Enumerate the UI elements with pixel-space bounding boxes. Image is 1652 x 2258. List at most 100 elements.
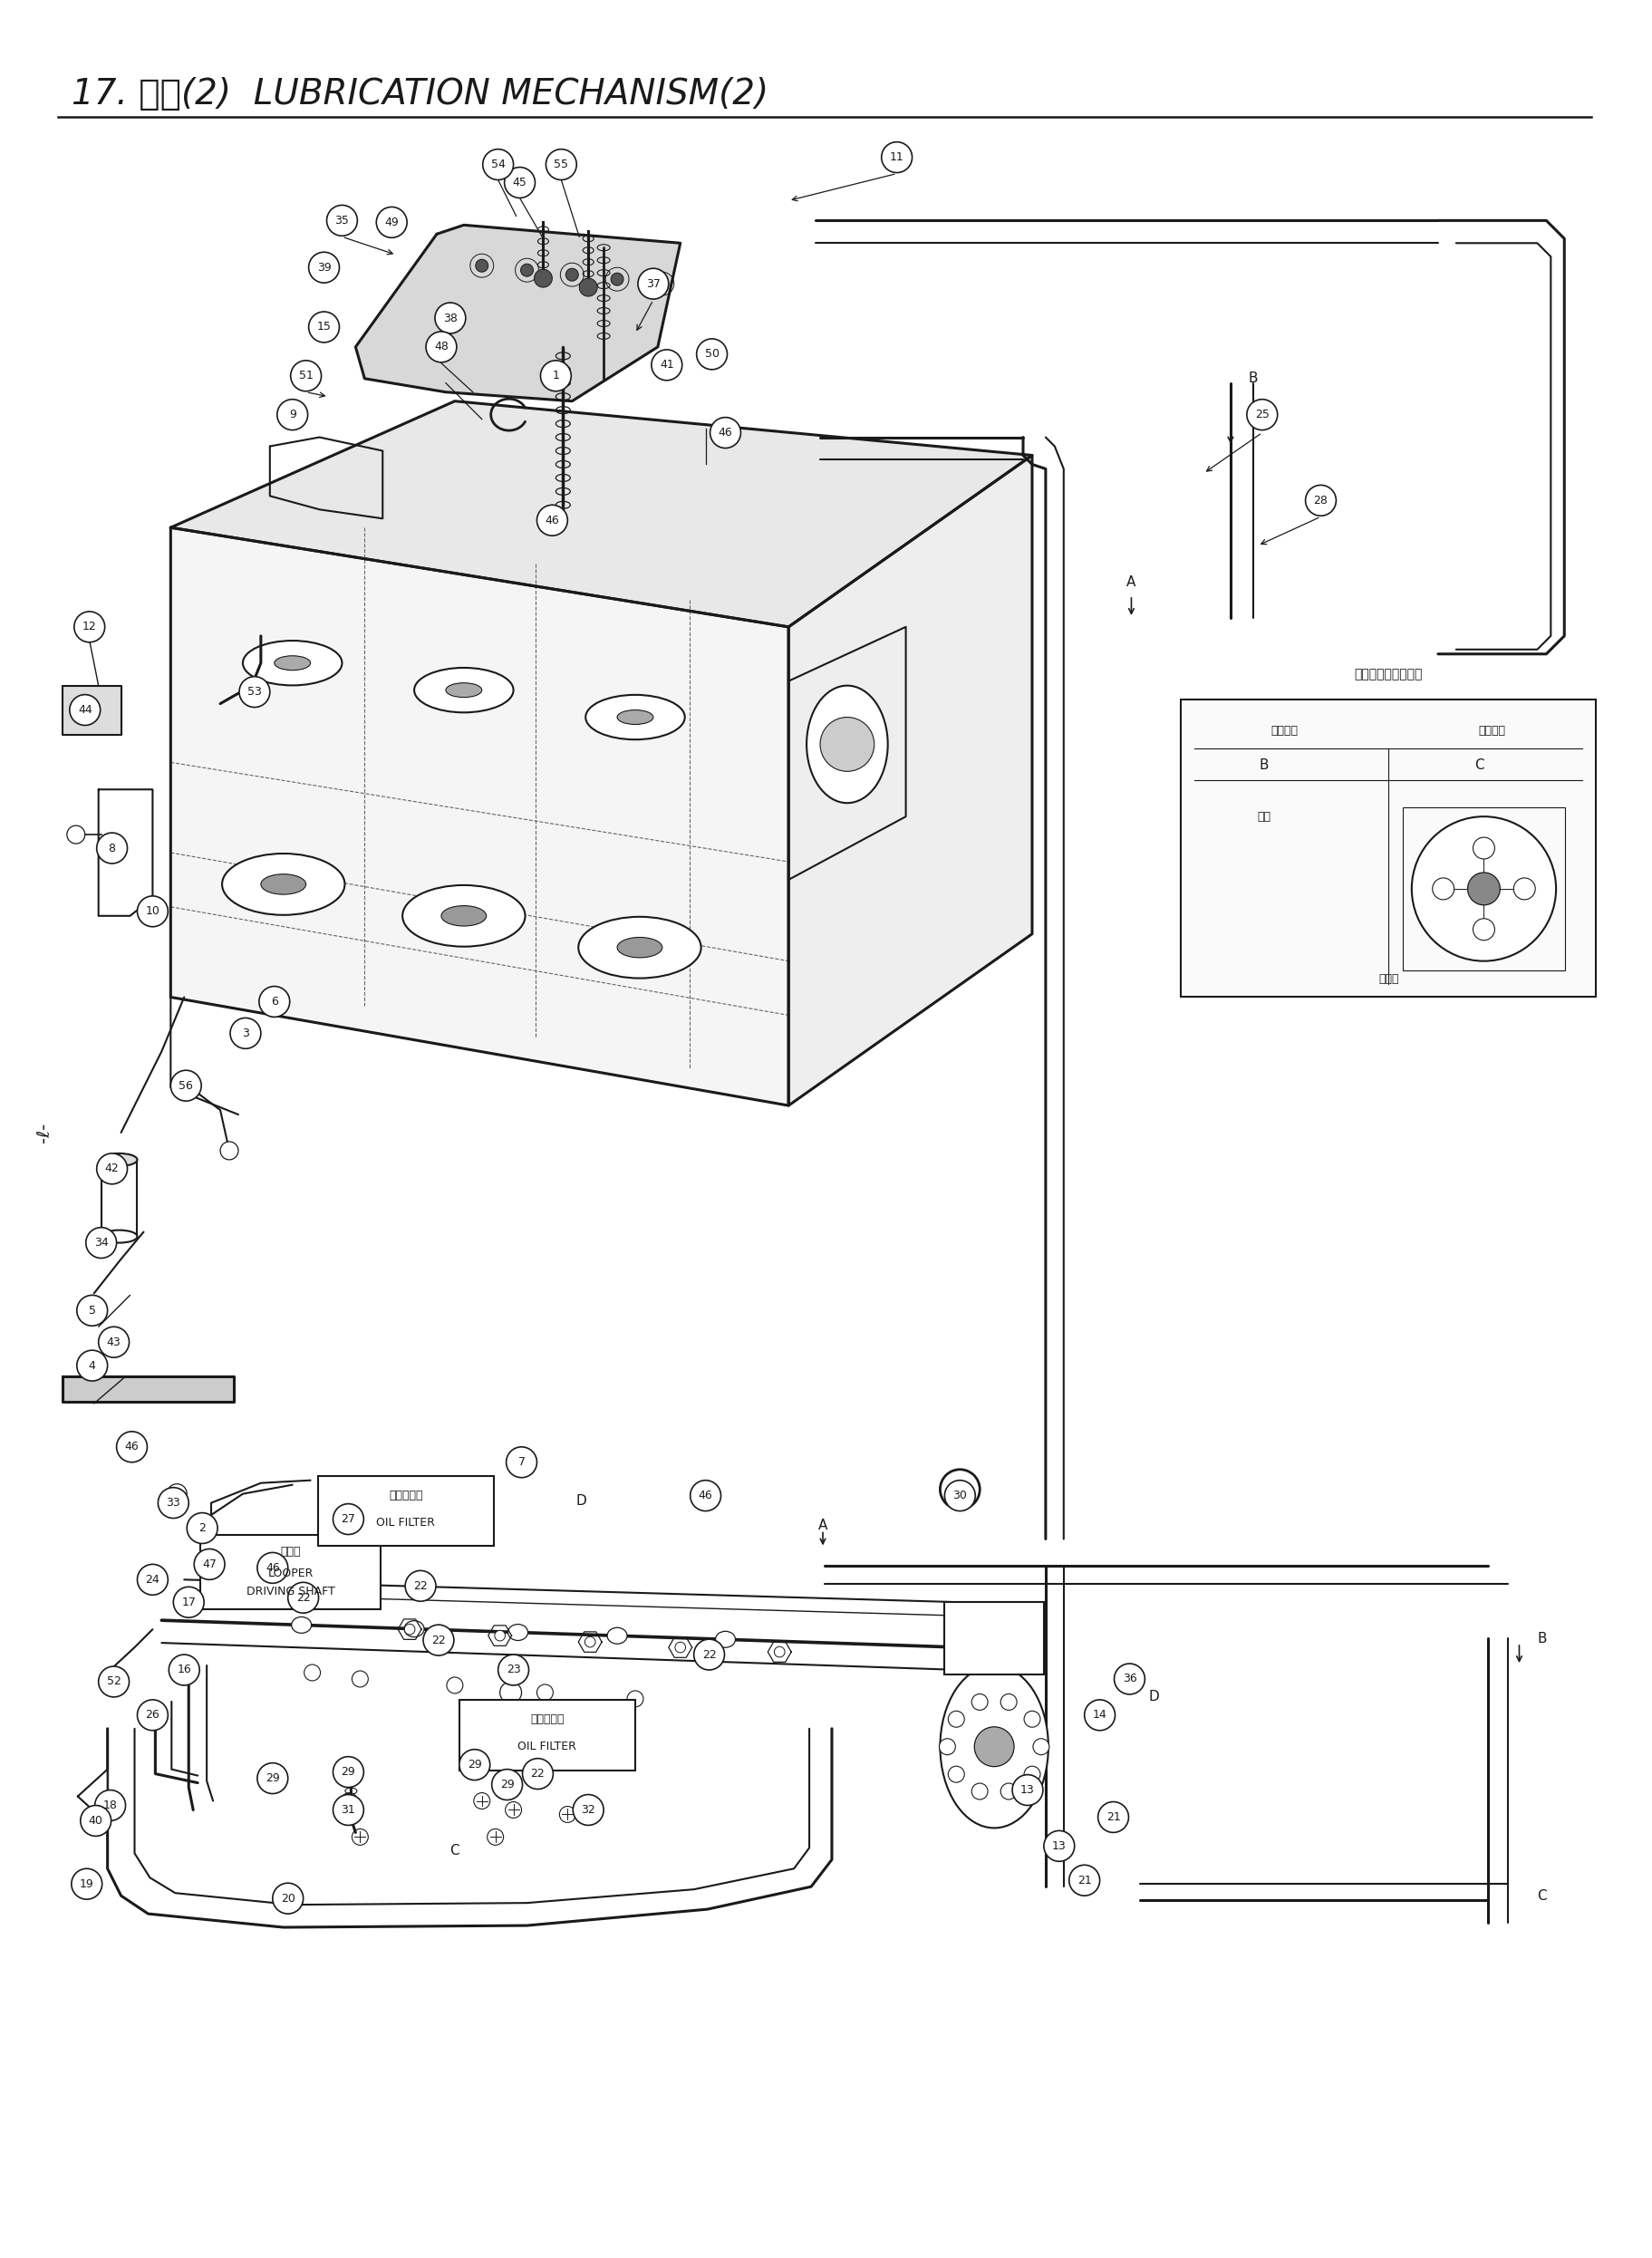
Text: C: C <box>449 1845 459 1858</box>
Text: B: B <box>1259 759 1269 772</box>
Text: 53: 53 <box>248 686 261 698</box>
Text: 29: 29 <box>501 1779 514 1791</box>
Text: B: B <box>1538 1633 1546 1646</box>
Text: 20: 20 <box>281 1892 296 1903</box>
Circle shape <box>971 1694 988 1709</box>
Circle shape <box>169 1655 200 1684</box>
Circle shape <box>1467 872 1500 905</box>
Circle shape <box>1099 1802 1128 1833</box>
Bar <box>459 1700 636 1770</box>
Text: 29: 29 <box>266 1773 279 1784</box>
Circle shape <box>137 1565 169 1594</box>
Text: C: C <box>1475 759 1485 772</box>
Circle shape <box>173 1587 205 1617</box>
Circle shape <box>446 1678 463 1694</box>
Ellipse shape <box>291 1617 311 1633</box>
Text: 22: 22 <box>530 1768 545 1779</box>
Text: C: C <box>1538 1890 1546 1903</box>
Circle shape <box>117 1432 147 1463</box>
Text: 54: 54 <box>491 158 506 169</box>
Circle shape <box>137 1700 169 1730</box>
Ellipse shape <box>806 686 887 804</box>
Ellipse shape <box>405 1621 425 1637</box>
Circle shape <box>459 1750 491 1779</box>
Circle shape <box>405 1624 415 1635</box>
Polygon shape <box>63 686 121 736</box>
Circle shape <box>507 1714 529 1734</box>
Circle shape <box>423 1626 454 1655</box>
Circle shape <box>537 506 568 535</box>
Text: 29: 29 <box>342 1766 355 1777</box>
Text: 5: 5 <box>89 1305 96 1316</box>
Text: 42: 42 <box>104 1163 119 1174</box>
Circle shape <box>697 339 727 370</box>
Polygon shape <box>788 456 1032 1106</box>
Text: 11: 11 <box>890 151 904 163</box>
Circle shape <box>638 269 669 298</box>
Text: 29: 29 <box>468 1759 482 1770</box>
Text: 18: 18 <box>102 1800 117 1811</box>
Text: 13: 13 <box>1052 1840 1066 1852</box>
Circle shape <box>545 149 577 181</box>
Circle shape <box>499 1655 529 1684</box>
Text: 22: 22 <box>702 1648 717 1660</box>
Circle shape <box>259 987 289 1016</box>
Circle shape <box>78 1296 107 1325</box>
Text: 8: 8 <box>109 842 116 854</box>
Text: 14: 14 <box>1092 1709 1107 1721</box>
Circle shape <box>1069 1865 1100 1897</box>
Text: 1: 1 <box>552 370 560 382</box>
Circle shape <box>278 400 307 429</box>
Text: B: B <box>1249 373 1259 386</box>
Circle shape <box>1513 878 1535 899</box>
Circle shape <box>1084 1700 1115 1730</box>
Circle shape <box>304 1664 320 1680</box>
Polygon shape <box>170 528 788 1106</box>
Circle shape <box>1305 485 1336 515</box>
Circle shape <box>99 1328 129 1357</box>
Bar <box>1403 808 1564 971</box>
Polygon shape <box>355 226 681 402</box>
Text: 23: 23 <box>506 1664 520 1675</box>
Circle shape <box>258 1763 287 1793</box>
Ellipse shape <box>415 668 514 714</box>
Ellipse shape <box>608 1628 628 1644</box>
Circle shape <box>167 1484 187 1504</box>
Circle shape <box>506 1802 522 1818</box>
Text: 45: 45 <box>512 176 527 187</box>
Text: 底面図: 底面図 <box>1378 973 1399 984</box>
Circle shape <box>81 1806 111 1836</box>
Circle shape <box>1044 1831 1074 1861</box>
Circle shape <box>287 1583 319 1612</box>
Circle shape <box>230 1018 261 1048</box>
Circle shape <box>492 1770 522 1800</box>
Circle shape <box>501 1682 522 1703</box>
Circle shape <box>74 612 104 641</box>
Circle shape <box>573 1795 603 1824</box>
Circle shape <box>1013 1775 1042 1806</box>
Circle shape <box>342 1793 357 1809</box>
Circle shape <box>1001 1784 1018 1800</box>
Circle shape <box>86 1228 117 1258</box>
Circle shape <box>97 1154 127 1183</box>
Circle shape <box>99 1666 129 1698</box>
Text: 35: 35 <box>335 215 349 226</box>
Text: 46: 46 <box>126 1441 139 1452</box>
Circle shape <box>710 418 740 447</box>
Circle shape <box>187 1513 218 1544</box>
Text: 7: 7 <box>519 1456 525 1468</box>
Ellipse shape <box>403 885 525 946</box>
Text: 43: 43 <box>107 1337 121 1348</box>
Circle shape <box>945 1481 975 1511</box>
Ellipse shape <box>715 1630 735 1648</box>
Text: 12: 12 <box>83 621 96 632</box>
Text: 19: 19 <box>79 1879 94 1890</box>
Text: 33: 33 <box>167 1497 180 1508</box>
Text: 25: 25 <box>1256 409 1269 420</box>
Circle shape <box>775 1646 785 1657</box>
Circle shape <box>69 695 101 725</box>
Circle shape <box>520 264 534 275</box>
Circle shape <box>540 361 572 391</box>
Circle shape <box>352 1829 368 1845</box>
Text: 16: 16 <box>177 1664 192 1675</box>
